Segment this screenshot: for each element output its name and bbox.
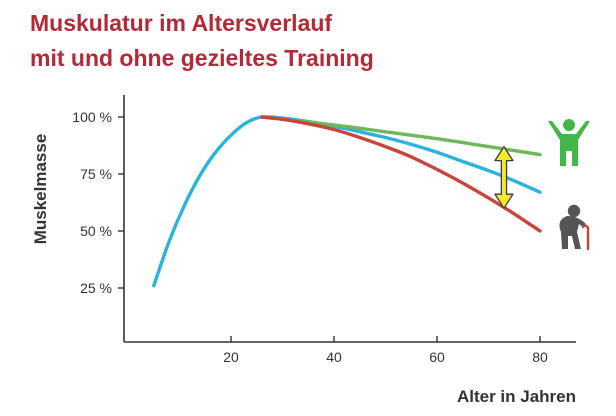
chart-title: Muskulatur im Altersverlauf mit und ohne…: [30, 6, 374, 76]
annotation-layer: [494, 145, 514, 209]
cane-icon: [581, 224, 590, 251]
y-tick-label: 25 %: [80, 280, 112, 296]
series-line-baseline: [152, 115, 542, 288]
x-tick-label: 80: [532, 349, 548, 365]
active-person-body: [548, 121, 590, 166]
elderly-person-head: [567, 204, 581, 218]
series-layer: [152, 115, 542, 288]
x-tick-label: 60: [429, 349, 445, 365]
y-tick-label: 50 %: [80, 223, 112, 239]
chart-axes: [123, 95, 576, 343]
active-person-icon: [548, 119, 590, 166]
series-line-without-training: [260, 115, 542, 233]
elderly-person-body: [559, 216, 586, 249]
chart-title-line-2: mit und ohne gezieltes Training: [30, 45, 374, 71]
chart-title-line-1: Muskulatur im Altersverlauf: [30, 10, 333, 36]
elderly-person-icon: [559, 204, 590, 251]
x-ticks: 20 40 60 80: [223, 336, 548, 365]
series-line-with-training: [260, 115, 542, 157]
x-tick-label: 40: [326, 349, 342, 365]
y-tick-label: 75 %: [80, 166, 112, 182]
y-tick-label: 100 %: [72, 109, 112, 125]
y-ticks: 25 % 50 % 75 % 100 %: [72, 109, 124, 296]
x-tick-label: 20: [223, 349, 239, 365]
double-arrow-annotation: [494, 145, 514, 209]
active-person-head: [563, 119, 575, 131]
y-axis-label: Muskelmasse: [31, 134, 50, 245]
x-axis-label: Alter in Jahren: [457, 387, 576, 406]
